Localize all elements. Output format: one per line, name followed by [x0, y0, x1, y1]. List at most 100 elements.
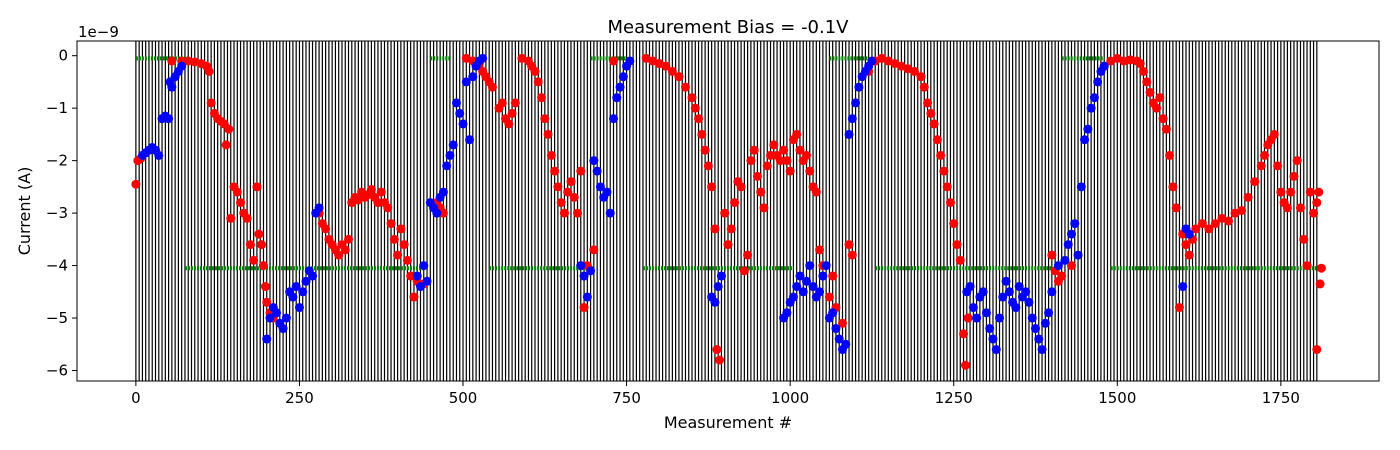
data-point: [687, 93, 697, 103]
data-point: [1269, 129, 1279, 139]
data-point: [714, 355, 724, 365]
data-point: [298, 287, 308, 297]
data-point: [730, 198, 740, 208]
x-tick-label: 1500: [1098, 389, 1136, 407]
data-point: [221, 140, 231, 150]
plot-area: [131, 41, 1326, 381]
data-point: [1314, 187, 1324, 197]
data-point: [1299, 234, 1309, 244]
data-point: [579, 271, 589, 281]
data-point: [589, 156, 599, 166]
data-point: [245, 240, 255, 250]
data-point: [1145, 87, 1155, 97]
data-point: [321, 224, 331, 234]
data-point: [1080, 135, 1090, 145]
data-point: [949, 219, 959, 229]
data-point: [1060, 255, 1070, 265]
data-point: [710, 297, 720, 307]
data-point: [1309, 208, 1319, 218]
data-point: [563, 187, 573, 197]
data-point: [340, 245, 350, 255]
data-point: [961, 360, 971, 370]
data-point: [851, 98, 861, 108]
data-point: [991, 345, 1001, 355]
data-point: [605, 208, 615, 218]
data-point: [1047, 250, 1057, 260]
data-point: [530, 66, 540, 76]
data-point: [344, 234, 354, 244]
data-point: [455, 108, 465, 118]
data-point: [1302, 261, 1312, 271]
y-tick-label: −3: [46, 204, 68, 222]
data-point: [383, 203, 393, 213]
y-tick-label: −2: [46, 152, 68, 170]
data-point: [465, 135, 475, 145]
data-point: [1197, 219, 1207, 229]
data-point: [1089, 93, 1099, 103]
data-point: [1099, 61, 1109, 71]
data-point: [828, 271, 838, 281]
data-point: [723, 240, 733, 250]
data-point: [1021, 287, 1031, 297]
data-point: [415, 282, 425, 292]
data-point: [710, 224, 720, 234]
data-point: [756, 187, 766, 197]
data-point: [586, 266, 596, 276]
data-point: [700, 145, 710, 155]
data-point: [805, 261, 815, 271]
data-point: [262, 297, 272, 307]
data-point: [936, 150, 946, 160]
x-tick-label: 500: [449, 389, 478, 407]
data-point: [582, 292, 592, 302]
data-point: [1044, 308, 1054, 318]
data-point: [959, 329, 969, 339]
data-point: [1047, 287, 1057, 297]
data-point: [926, 108, 936, 118]
data-point: [1014, 282, 1024, 292]
data-point: [510, 98, 520, 108]
data-point: [507, 108, 517, 118]
data-point: [1165, 150, 1175, 160]
x-tick-label: 1000: [771, 389, 809, 407]
data-point: [576, 166, 586, 176]
data-point: [968, 303, 978, 313]
data-point: [1037, 345, 1047, 355]
data-point: [226, 213, 236, 223]
y-tick-label: −1: [46, 99, 68, 117]
data-point: [929, 119, 939, 129]
data-point: [366, 184, 376, 194]
data-point: [1138, 66, 1148, 76]
data-point: [595, 182, 605, 192]
data-point: [844, 240, 854, 250]
data-point: [752, 171, 762, 181]
data-point: [824, 292, 834, 302]
data-point: [451, 98, 461, 108]
data-point: [808, 282, 818, 292]
data-point: [167, 82, 177, 92]
data-point: [792, 282, 802, 292]
data-point: [942, 182, 952, 192]
data-point: [965, 282, 975, 292]
data-point: [712, 345, 722, 355]
data-point: [288, 292, 298, 302]
data-point: [802, 150, 812, 160]
data-point: [1070, 219, 1080, 229]
data-point: [412, 271, 422, 281]
data-point: [932, 135, 942, 145]
data-point: [314, 203, 324, 213]
x-axis: 0 250 500 750 1000 1250 1500 1750: [131, 381, 1300, 407]
reference-segments: [135, 56, 1321, 271]
data-point: [1315, 279, 1325, 289]
data-point: [1142, 77, 1152, 87]
data-point: [206, 98, 216, 108]
data-point: [573, 208, 583, 218]
data-point: [697, 129, 707, 139]
data-point: [546, 150, 556, 160]
data-point: [432, 208, 442, 218]
data-point: [995, 313, 1005, 323]
data-point: [1011, 303, 1021, 313]
data-point: [589, 245, 599, 255]
data-point: [396, 224, 406, 234]
data-point: [373, 198, 383, 208]
data-point: [566, 177, 576, 187]
